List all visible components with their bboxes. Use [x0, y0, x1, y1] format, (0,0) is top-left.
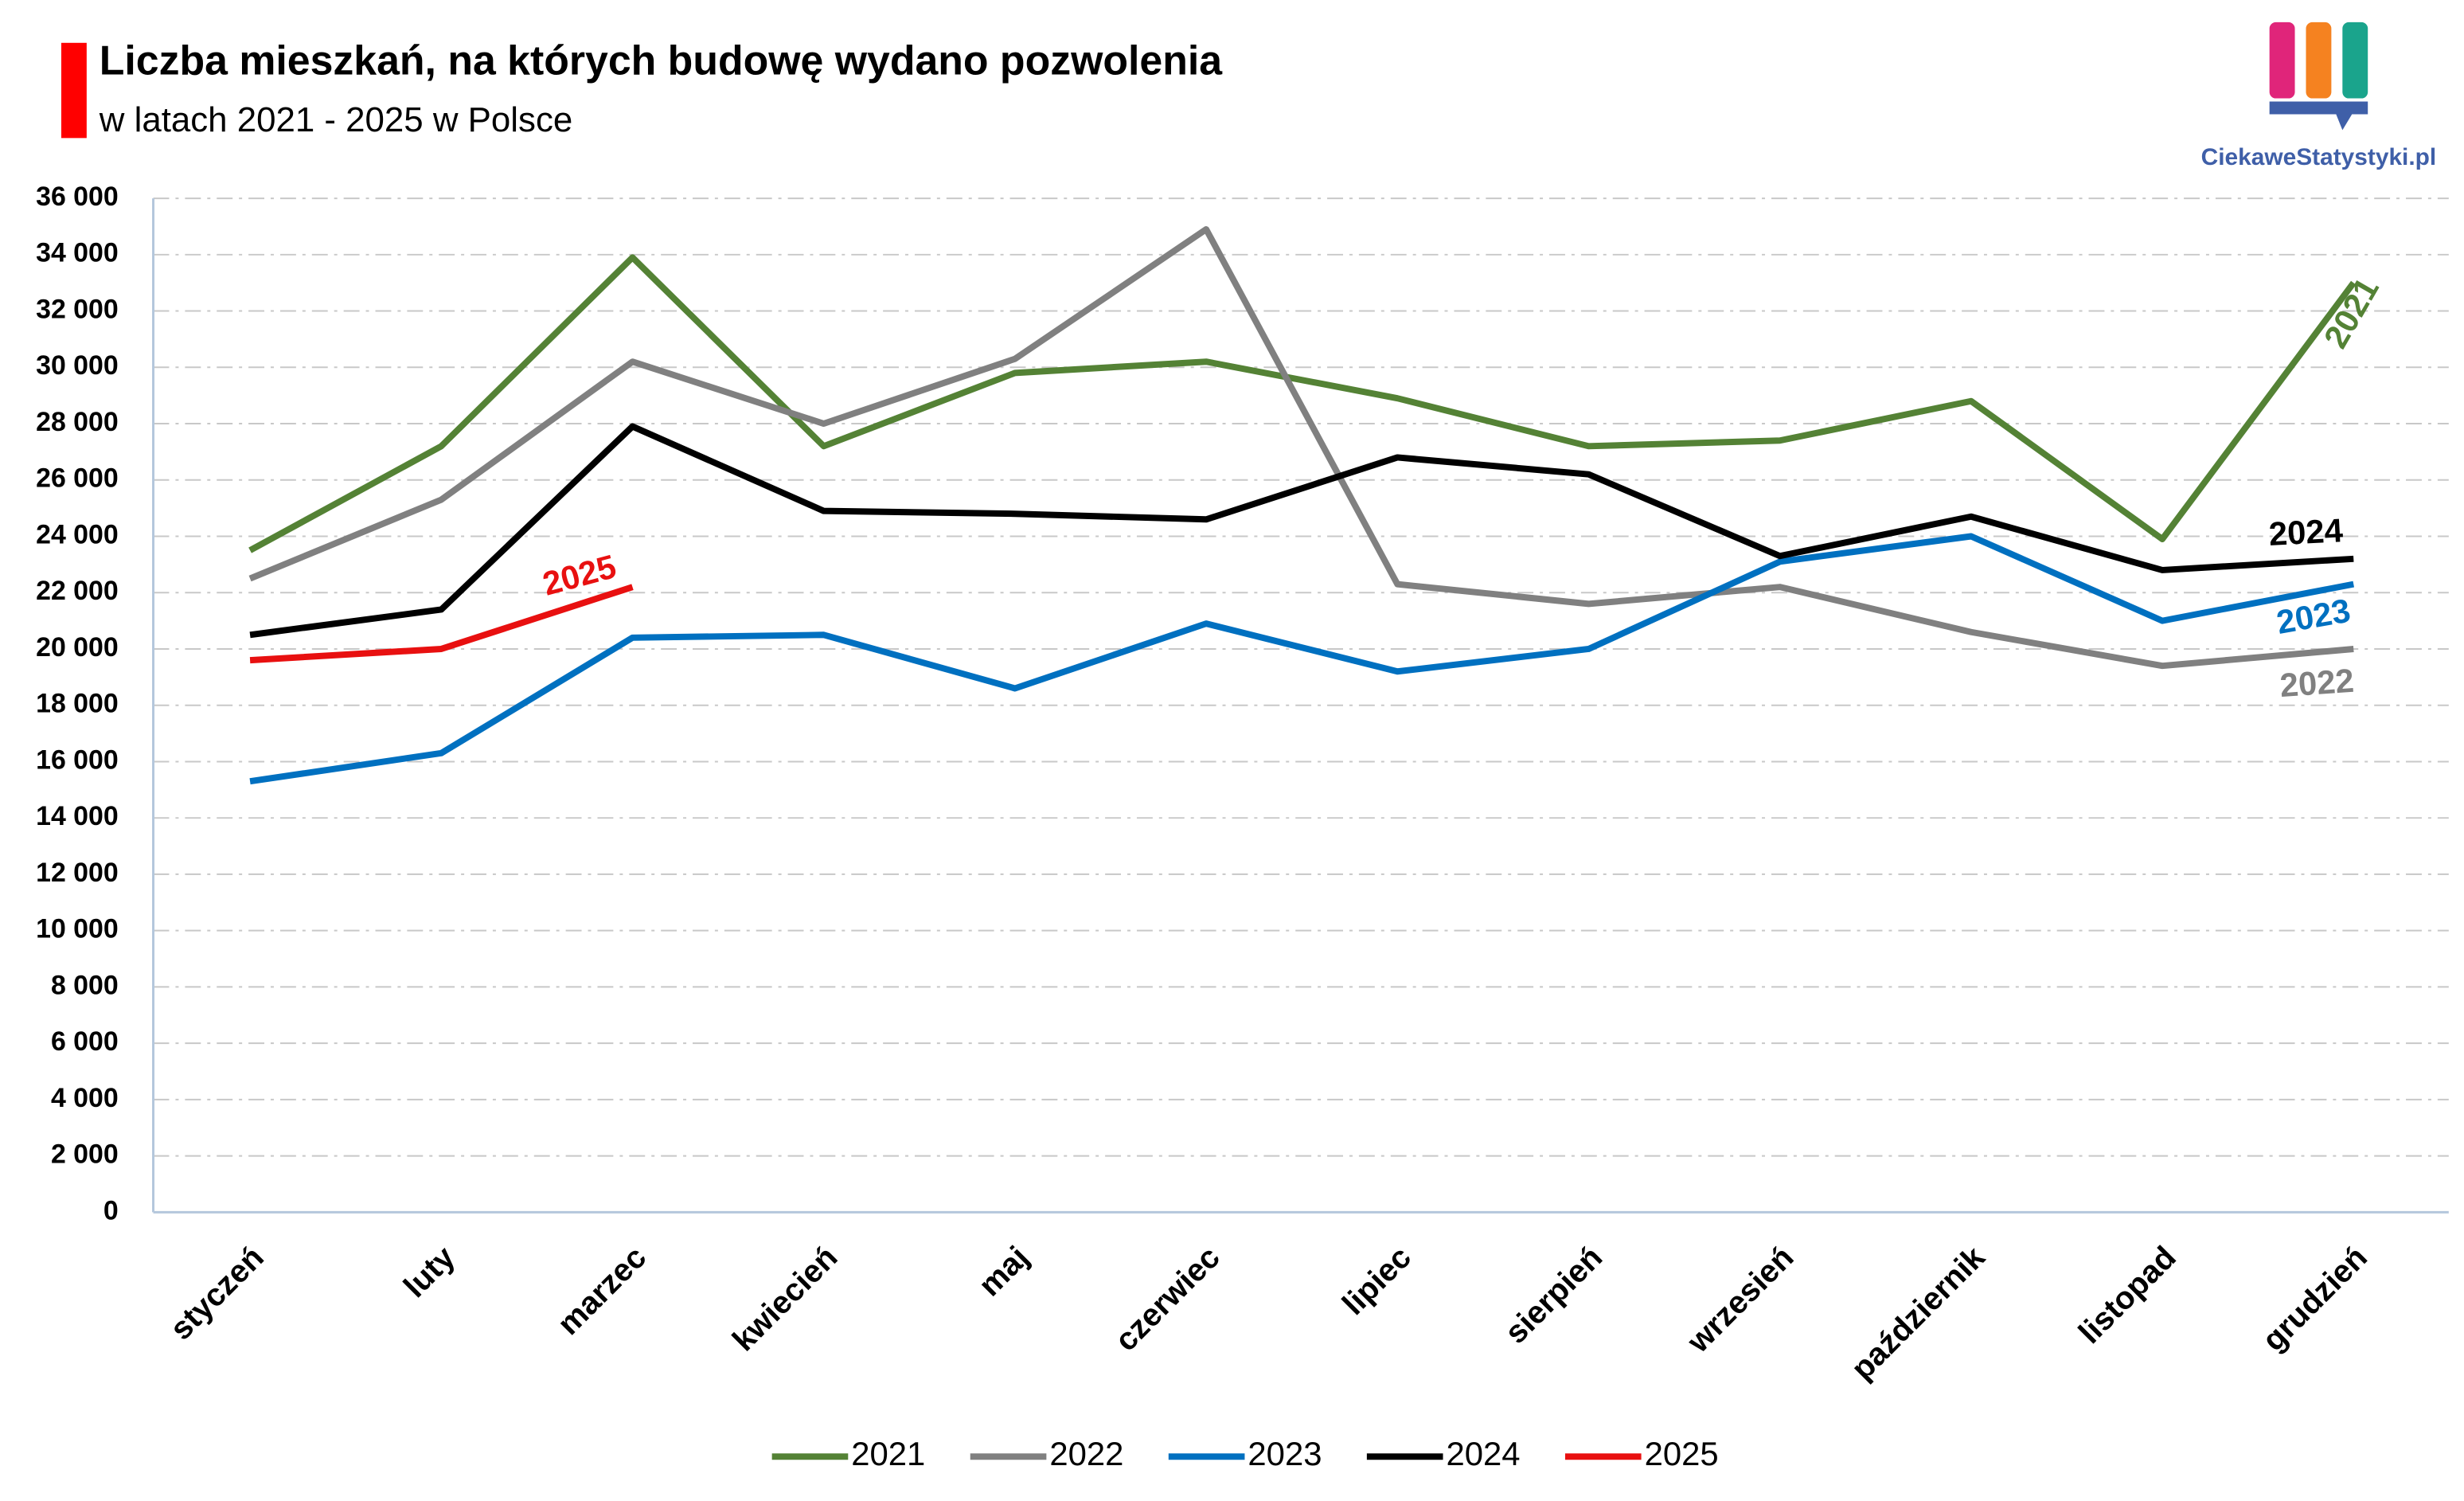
y-tick-label: 0 [103, 1195, 119, 1225]
y-tick-label: 30 000 [36, 350, 119, 381]
series-line [248, 254, 2357, 553]
x-tick-label: sierpień [1498, 1240, 1609, 1351]
x-tick-label: marzec [551, 1240, 653, 1342]
legend-label: 2022 [1049, 1435, 1123, 1472]
title-accent [61, 42, 87, 139]
y-tick-label: 8 000 [51, 970, 119, 1000]
legend-label: 2023 [1248, 1435, 1322, 1472]
series-end-label: 2024 [2268, 511, 2345, 553]
y-tick-label: 34 000 [36, 238, 119, 268]
y-tick-label: 20 000 [36, 632, 119, 663]
x-tick-label: styczeń [163, 1240, 270, 1347]
legend-label: 2021 [851, 1435, 925, 1472]
x-tick-label: czerwiec [1108, 1240, 1227, 1358]
x-tick-label: kwiecień [726, 1240, 845, 1358]
logo-text: CiekaweStatystyki.pl [2201, 144, 2437, 170]
x-tick-label: listopad [2072, 1240, 2183, 1351]
x-tick-label: wrzesień [1681, 1240, 1801, 1360]
y-tick-label: 14 000 [36, 801, 119, 831]
y-tick-label: 26 000 [36, 463, 119, 494]
y-tick-label: 16 000 [36, 745, 119, 775]
y-tick-label: 4 000 [51, 1083, 119, 1113]
x-tick-label: luty [397, 1240, 462, 1304]
series-end-label: 2022 [2279, 662, 2355, 704]
chart-title: Liczba mieszkań, na których budowę wydan… [100, 37, 1223, 83]
x-tick-label: maj [972, 1240, 1036, 1304]
legend-label: 2025 [1645, 1435, 1719, 1472]
series-end-label: 2021 [2317, 272, 2386, 354]
y-tick-label: 22 000 [36, 576, 119, 606]
x-tick-label: październik [1845, 1239, 1992, 1386]
series-line [249, 584, 634, 664]
logo-icon [2269, 21, 2368, 131]
y-tick-label: 10 000 [36, 914, 119, 944]
y-tick-label: 6 000 [51, 1026, 119, 1057]
legend-label: 2024 [1447, 1435, 1521, 1472]
y-tick-label: 28 000 [36, 407, 119, 437]
series-line [248, 225, 2354, 670]
x-tick-label: lipiec [1336, 1240, 1418, 1322]
series-line [249, 533, 2355, 785]
y-tick-label: 18 000 [36, 689, 119, 719]
chart-subtitle: w latach 2021 - 2025 w Polsce [99, 100, 572, 139]
y-tick-label: 24 000 [36, 519, 119, 549]
series-line [249, 423, 2354, 639]
y-tick-label: 36 000 [36, 182, 119, 212]
y-tick-label: 32 000 [36, 295, 119, 325]
y-tick-label: 12 000 [36, 858, 119, 888]
y-tick-label: 2 000 [51, 1139, 119, 1170]
x-tick-label: grudzień [2256, 1240, 2375, 1358]
